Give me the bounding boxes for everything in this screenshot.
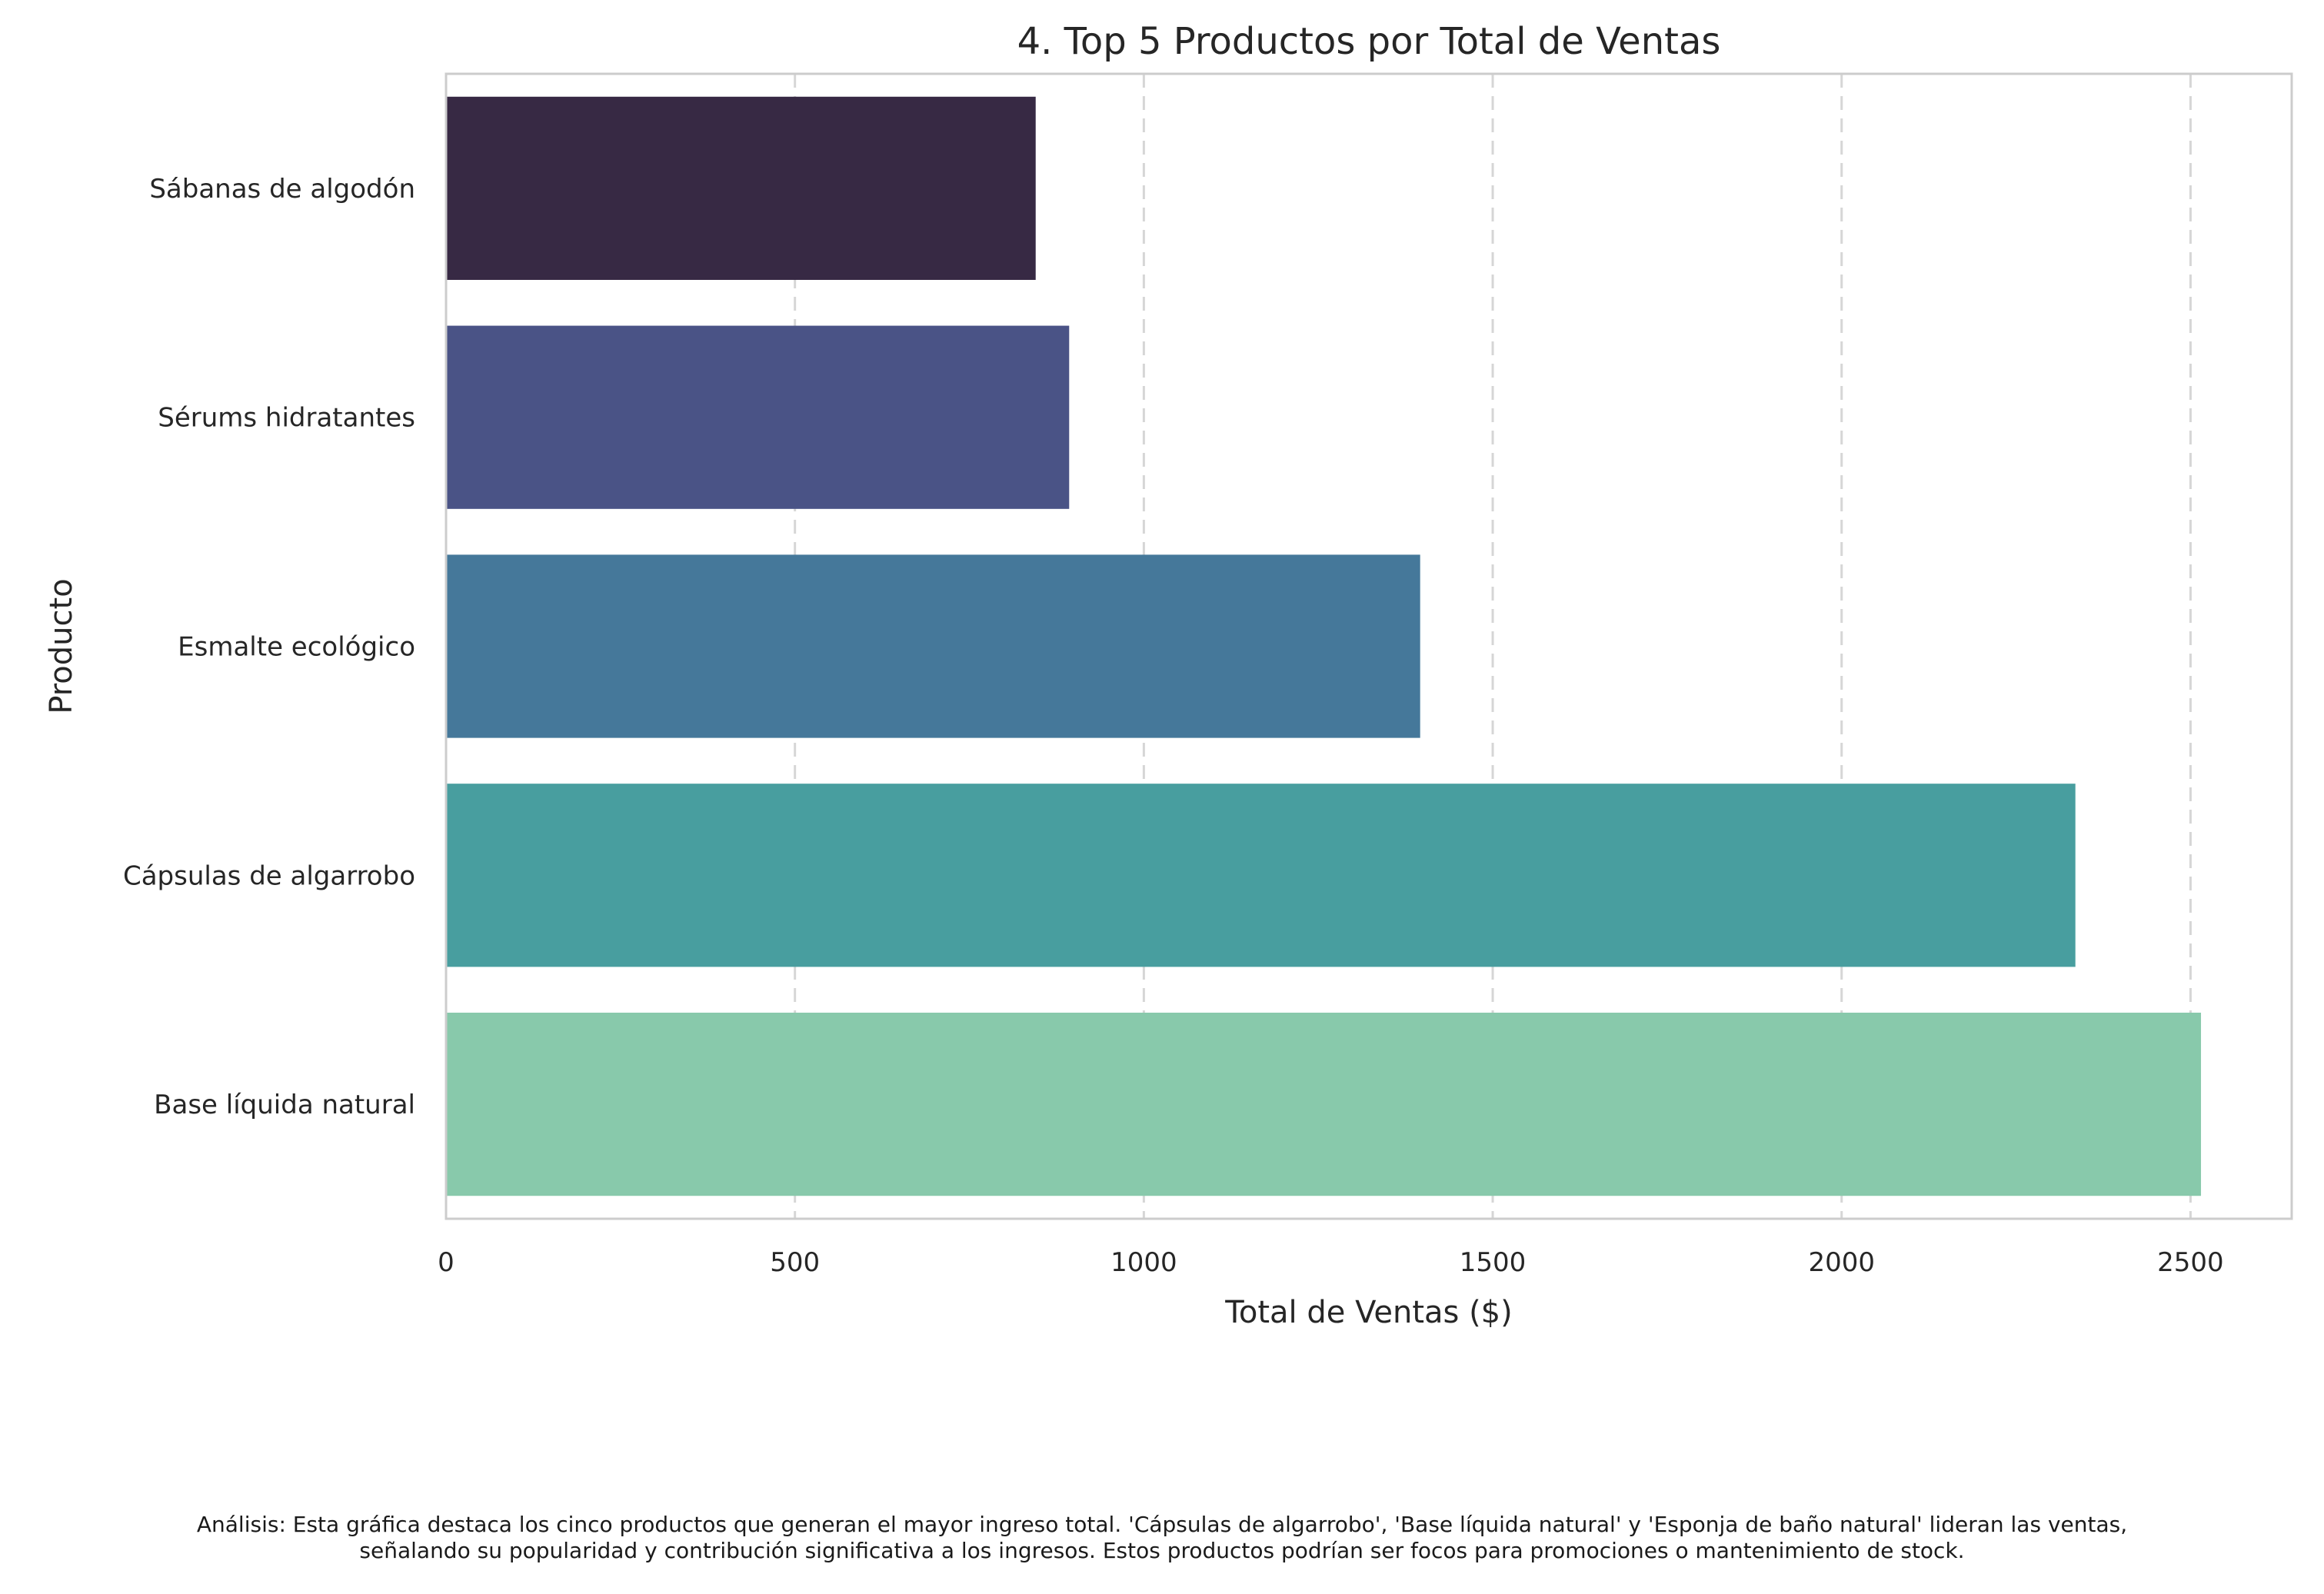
x-tick-label: 2000 <box>1808 1247 1875 1278</box>
y-tick-label: Esmalte ecológico <box>178 632 415 663</box>
x-axis-label: Total de Ventas ($) <box>1224 1295 1512 1330</box>
chart-title: 4. Top 5 Productos por Total de Ventas <box>1017 20 1721 63</box>
analysis-caption: Análisis: Esta gráfica destaca los cinco… <box>0 1512 2324 1564</box>
bars <box>446 96 2202 1196</box>
bar <box>446 1012 2202 1196</box>
x-tick-labels: 0 500 1000 1500 2000 2500 <box>438 1247 2224 1278</box>
x-tick-label: 0 <box>438 1247 454 1278</box>
analysis-line-1: Análisis: Esta gráfica destaca los cinco… <box>196 1512 2128 1537</box>
y-tick-label: Cápsulas de algarrobo <box>123 860 415 891</box>
analysis-line-2: señalando su popularidad y contribución … <box>359 1538 1965 1563</box>
y-axis-label: Producto <box>44 578 79 714</box>
y-tick-label: Sérums hidratantes <box>158 403 415 434</box>
x-tick-label: 500 <box>770 1247 820 1278</box>
x-tick-label: 1500 <box>1460 1247 1527 1278</box>
plot-frame <box>444 72 2293 1220</box>
y-tick-labels: Sábanas de algodón Sérums hidratantes Esma… <box>123 174 415 1120</box>
x-tick-label: 2500 <box>2157 1247 2224 1278</box>
bar <box>446 784 2076 967</box>
bar <box>446 554 1420 738</box>
bar <box>446 325 1070 509</box>
y-tick-label: Base líquida natural <box>154 1090 415 1120</box>
x-tick-label: 1000 <box>1110 1247 1177 1278</box>
bar <box>446 96 1036 281</box>
y-tick-label: Sábanas de algodón <box>149 174 415 205</box>
